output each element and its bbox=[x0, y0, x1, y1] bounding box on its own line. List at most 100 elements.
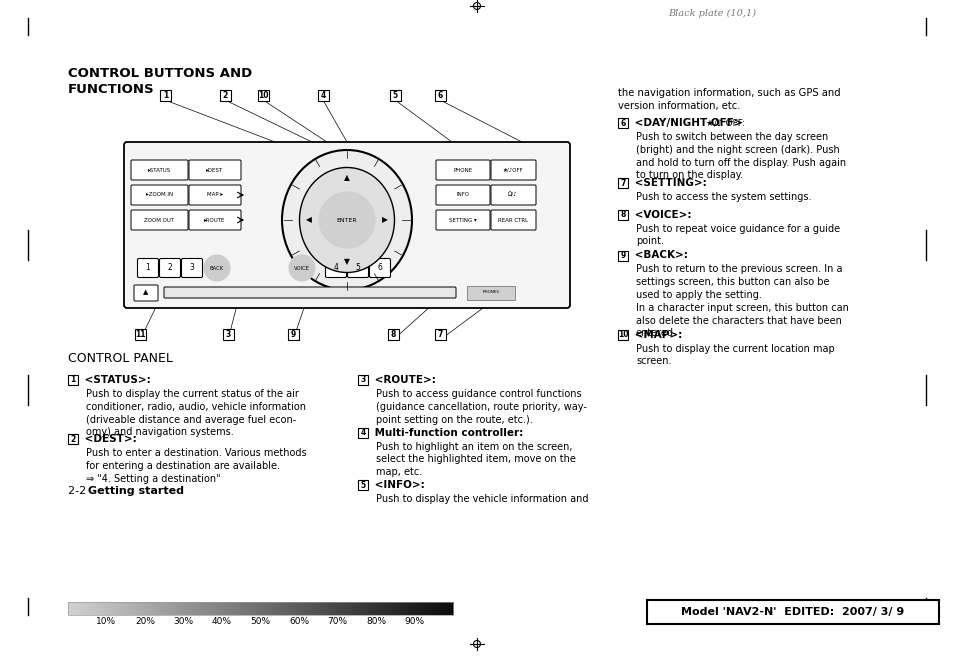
Bar bbox=[133, 602, 135, 615]
Bar bbox=[437, 602, 439, 615]
Bar bbox=[100, 602, 102, 615]
Bar bbox=[136, 602, 137, 615]
Bar bbox=[204, 602, 206, 615]
FancyBboxPatch shape bbox=[347, 259, 368, 277]
Bar bbox=[446, 602, 448, 615]
Bar bbox=[282, 602, 284, 615]
Bar bbox=[190, 602, 192, 615]
Bar bbox=[319, 602, 321, 615]
Bar bbox=[313, 602, 314, 615]
Bar bbox=[357, 428, 368, 438]
Text: 3: 3 bbox=[190, 263, 194, 273]
Bar bbox=[242, 602, 244, 615]
Text: 8: 8 bbox=[619, 210, 625, 219]
Ellipse shape bbox=[282, 150, 412, 290]
Bar bbox=[274, 602, 276, 615]
Bar bbox=[124, 602, 126, 615]
Bar bbox=[203, 602, 204, 615]
Bar bbox=[388, 329, 398, 340]
Bar bbox=[361, 602, 363, 615]
Bar bbox=[404, 602, 406, 615]
Bar bbox=[367, 602, 369, 615]
Bar bbox=[281, 602, 282, 615]
Bar bbox=[350, 602, 352, 615]
Bar bbox=[409, 602, 411, 615]
Bar bbox=[140, 602, 141, 615]
Bar bbox=[178, 602, 180, 615]
Bar bbox=[138, 602, 140, 615]
Bar bbox=[97, 602, 99, 615]
Bar bbox=[122, 602, 124, 615]
Text: Model 'NAV2-N'  EDITED:  2007/ 3/ 9: Model 'NAV2-N' EDITED: 2007/ 3/ 9 bbox=[680, 607, 903, 617]
Bar bbox=[68, 434, 78, 444]
Text: ▲: ▲ bbox=[344, 174, 350, 183]
Bar bbox=[144, 602, 146, 615]
Bar bbox=[335, 602, 336, 615]
Bar bbox=[435, 602, 436, 615]
Text: 8: 8 bbox=[391, 330, 395, 339]
Bar bbox=[112, 602, 114, 615]
Text: <DAY/NIGHT OFF>: <DAY/NIGHT OFF> bbox=[630, 118, 741, 128]
Bar bbox=[253, 602, 255, 615]
Bar bbox=[114, 602, 116, 615]
Bar bbox=[396, 602, 398, 615]
Text: 11: 11 bbox=[135, 330, 146, 339]
Text: ◀: ◀ bbox=[306, 216, 312, 224]
Bar bbox=[224, 602, 226, 615]
Text: <VOICE>:: <VOICE>: bbox=[630, 209, 691, 220]
Text: <DEST>:: <DEST>: bbox=[81, 434, 136, 444]
Text: Push to switch between the day screen
(bright) and the night screen (dark). Push: Push to switch between the day screen (b… bbox=[636, 132, 845, 180]
Bar bbox=[164, 602, 166, 615]
Bar bbox=[112, 602, 113, 615]
Bar bbox=[618, 178, 627, 188]
Bar bbox=[261, 602, 263, 615]
Bar bbox=[226, 602, 228, 615]
Bar bbox=[426, 602, 427, 615]
Bar bbox=[342, 602, 344, 615]
Bar bbox=[228, 602, 230, 615]
Bar bbox=[320, 602, 322, 615]
Bar bbox=[419, 602, 421, 615]
Text: 6: 6 bbox=[619, 119, 625, 127]
Bar bbox=[390, 602, 392, 615]
Bar bbox=[156, 602, 158, 615]
Bar bbox=[252, 602, 253, 615]
Text: ▶: ▶ bbox=[381, 216, 388, 224]
Bar bbox=[290, 602, 292, 615]
Bar bbox=[205, 602, 207, 615]
Bar bbox=[291, 602, 293, 615]
Bar bbox=[355, 602, 356, 615]
Ellipse shape bbox=[299, 168, 395, 273]
Bar bbox=[311, 602, 312, 615]
Bar bbox=[186, 602, 188, 615]
Bar bbox=[391, 602, 393, 615]
Bar bbox=[85, 602, 87, 615]
FancyBboxPatch shape bbox=[137, 259, 158, 277]
Bar bbox=[157, 602, 159, 615]
Bar bbox=[182, 602, 184, 615]
Bar bbox=[283, 602, 285, 615]
Bar bbox=[104, 602, 106, 615]
Circle shape bbox=[318, 192, 375, 248]
Bar bbox=[219, 602, 221, 615]
Bar bbox=[179, 602, 181, 615]
Bar bbox=[418, 602, 419, 615]
Bar bbox=[316, 602, 318, 615]
Bar bbox=[323, 602, 325, 615]
Bar bbox=[434, 602, 436, 615]
Text: 7: 7 bbox=[437, 330, 443, 339]
Bar bbox=[91, 602, 92, 615]
Text: 4: 4 bbox=[360, 428, 365, 437]
Text: 7: 7 bbox=[619, 178, 625, 187]
Bar bbox=[259, 602, 261, 615]
Bar bbox=[145, 602, 147, 615]
Text: <MAP>:: <MAP>: bbox=[630, 329, 681, 339]
Text: 5: 5 bbox=[393, 91, 397, 100]
Bar bbox=[173, 602, 174, 615]
Bar bbox=[334, 602, 335, 615]
Bar bbox=[103, 602, 104, 615]
Bar bbox=[68, 602, 70, 615]
Bar bbox=[386, 602, 388, 615]
Bar bbox=[81, 602, 83, 615]
Bar bbox=[272, 602, 274, 615]
